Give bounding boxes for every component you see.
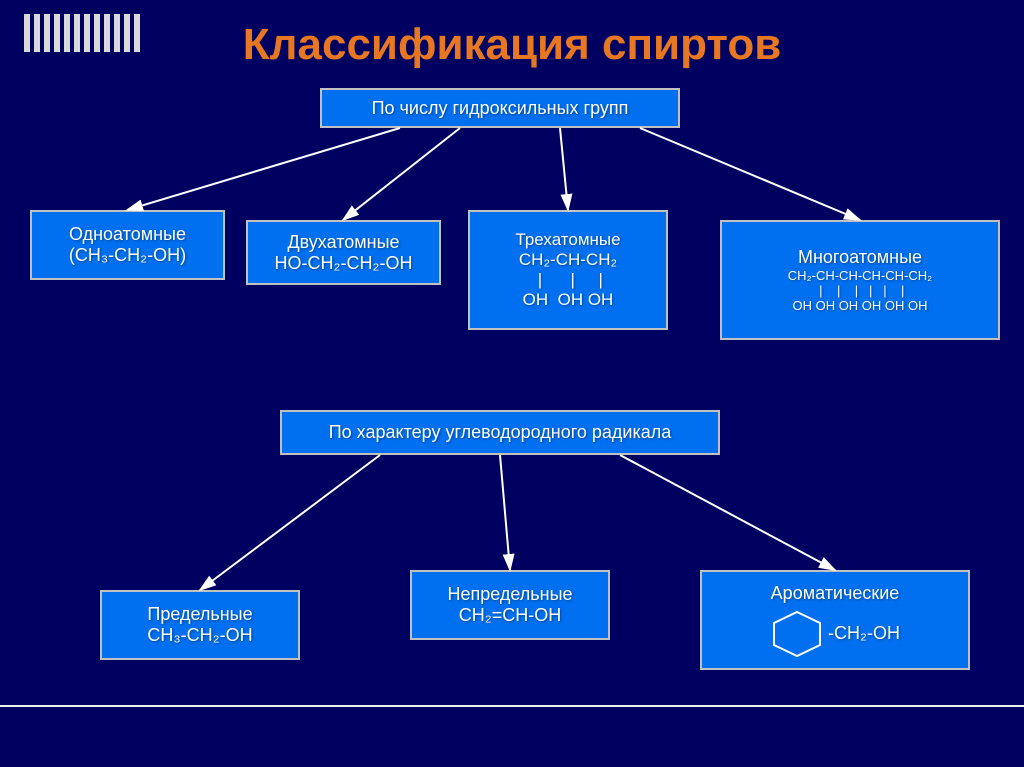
bottom-rule [0,705,1024,707]
arrows-root2 [0,0,1024,767]
